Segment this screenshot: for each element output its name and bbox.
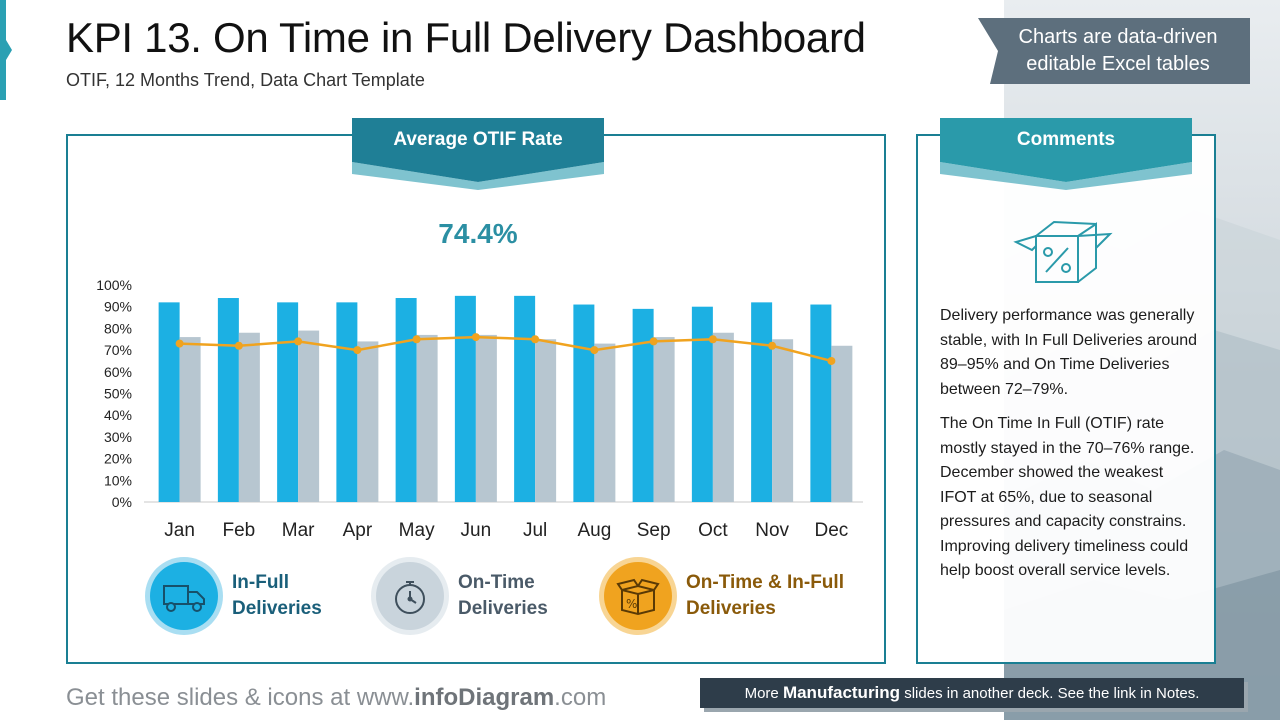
y-tick-label: 30% — [104, 429, 132, 445]
y-tick-label: 90% — [104, 299, 132, 315]
bar-on-time — [298, 330, 320, 502]
otif-point — [234, 341, 243, 350]
x-tick-label: Jul — [523, 520, 547, 541]
footer-left-suffix: .com — [554, 684, 607, 711]
footer-right-bold: Manufacturing — [782, 683, 901, 702]
x-tick-label: Oct — [698, 520, 728, 541]
comments-ribbon: Comments — [940, 118, 1192, 190]
x-tick-label: Nov — [755, 520, 789, 541]
legend-on-time-line1: On-Time — [458, 572, 535, 593]
otif-point — [412, 335, 421, 344]
otif-point — [768, 341, 777, 350]
y-tick-label: 50% — [104, 386, 132, 402]
svg-text:%: % — [626, 597, 637, 611]
bar-on-time — [238, 332, 260, 502]
footer-left-prefix: Get these slides & icons at www. — [66, 684, 415, 711]
banner-line-1: Charts are data-driven — [1018, 26, 1218, 48]
legend-in-full-line2: Deliveries — [232, 598, 322, 619]
bar-in-full — [454, 295, 476, 502]
y-tick-label: 10% — [104, 472, 132, 488]
footer-right-prefix: More — [744, 685, 783, 702]
y-tick-label: 20% — [104, 451, 132, 467]
bar-in-full — [632, 308, 654, 502]
legend-on-time-line2: Deliveries — [458, 598, 548, 619]
bar-in-full — [217, 298, 239, 502]
page-title: KPI 13. On Time in Full Delivery Dashboa… — [66, 14, 866, 61]
average-otif-ribbon: Average OTIF Rate — [352, 118, 604, 190]
y-tick-label: 80% — [104, 320, 132, 336]
footer-website: Get these slides & icons at www.infoDiag… — [66, 684, 606, 712]
y-tick-label: 0% — [112, 494, 132, 510]
footer-more-slides-link[interactable]: More Manufacturing slides in another dec… — [700, 678, 1244, 708]
bar-on-time — [653, 337, 675, 502]
x-tick-label: Sep — [637, 520, 671, 541]
average-otif-value: 74.4% — [438, 218, 518, 249]
legend-otif-line2: Deliveries — [686, 598, 776, 619]
footer-right-suffix: slides in another deck. See the link in … — [900, 685, 1200, 702]
bar-on-time — [712, 332, 734, 502]
average-otif-label: Average OTIF Rate — [393, 129, 563, 150]
y-tick-label: 70% — [104, 342, 132, 358]
bar-on-time — [416, 334, 438, 502]
otif-chart: 0% 10% 20% 30% 40% 50% 60% 70% 80% 90% 100% Jan Feb M… — [96, 277, 863, 541]
comment-paragraph-2: The On Time In Full (OTIF) rate mostly s… — [940, 415, 1195, 579]
bar-in-full — [336, 302, 358, 502]
stopwatch-icon — [376, 562, 444, 630]
bar-in-full — [751, 302, 773, 502]
x-tick-label: May — [399, 520, 435, 541]
otif-point — [708, 335, 717, 344]
footer-left-brand: infoDiagram — [414, 684, 555, 711]
y-tick-label: 100% — [96, 277, 132, 293]
bar-in-full — [573, 304, 595, 502]
bar-in-full — [514, 295, 536, 502]
x-tick-label: Dec — [814, 520, 848, 541]
truck-icon — [150, 562, 218, 630]
legend-otif-line1: On-Time & In-Full — [686, 572, 844, 593]
otif-line — [179, 335, 832, 363]
data-driven-banner: Charts are data-driven editable Excel ta… — [978, 18, 1250, 84]
left-accent-tab — [0, 0, 12, 100]
otif-point — [827, 356, 836, 365]
y-tick-label: 40% — [104, 407, 132, 423]
otif-point — [531, 335, 540, 344]
otif-point — [590, 346, 599, 355]
otif-point — [175, 339, 184, 348]
x-tick-label: Apr — [343, 520, 373, 541]
otif-point — [294, 337, 303, 346]
otif-point — [353, 346, 362, 355]
bar-on-time — [831, 345, 853, 502]
bar-in-full — [810, 304, 832, 502]
bar-on-time — [179, 337, 201, 502]
bar-on-time — [357, 341, 379, 502]
percent-box-icon — [1012, 220, 1116, 295]
otif-point — [471, 333, 480, 342]
otif-point — [649, 337, 658, 346]
bar-in-full — [277, 302, 299, 502]
percent-box-icon: % — [604, 562, 672, 630]
bar-on-time — [535, 339, 557, 502]
comments-body: Delivery performance was generally stabl… — [940, 304, 1202, 594]
bar-on-time — [594, 343, 616, 502]
bar-on-time — [475, 334, 497, 502]
y-tick-label: 60% — [104, 364, 132, 380]
banner-line-2: editable Excel tables — [1026, 53, 1210, 75]
bar-in-full — [158, 302, 180, 502]
bar-in-full — [395, 298, 417, 502]
x-tick-label: Jun — [461, 520, 492, 541]
bar-in-full — [691, 306, 713, 502]
comments-label: Comments — [1016, 129, 1116, 150]
comment-paragraph-1: Delivery performance was generally stabl… — [940, 307, 1198, 398]
page-subtitle: OTIF, 12 Months Trend, Data Chart Templa… — [66, 70, 425, 90]
bar-on-time — [772, 339, 794, 502]
legend-in-full-line1: In-Full — [232, 572, 289, 593]
x-tick-label: Jan — [164, 520, 195, 541]
x-tick-label: Mar — [282, 520, 315, 541]
x-tick-label: Aug — [577, 520, 611, 541]
x-tick-label: Feb — [223, 520, 256, 541]
